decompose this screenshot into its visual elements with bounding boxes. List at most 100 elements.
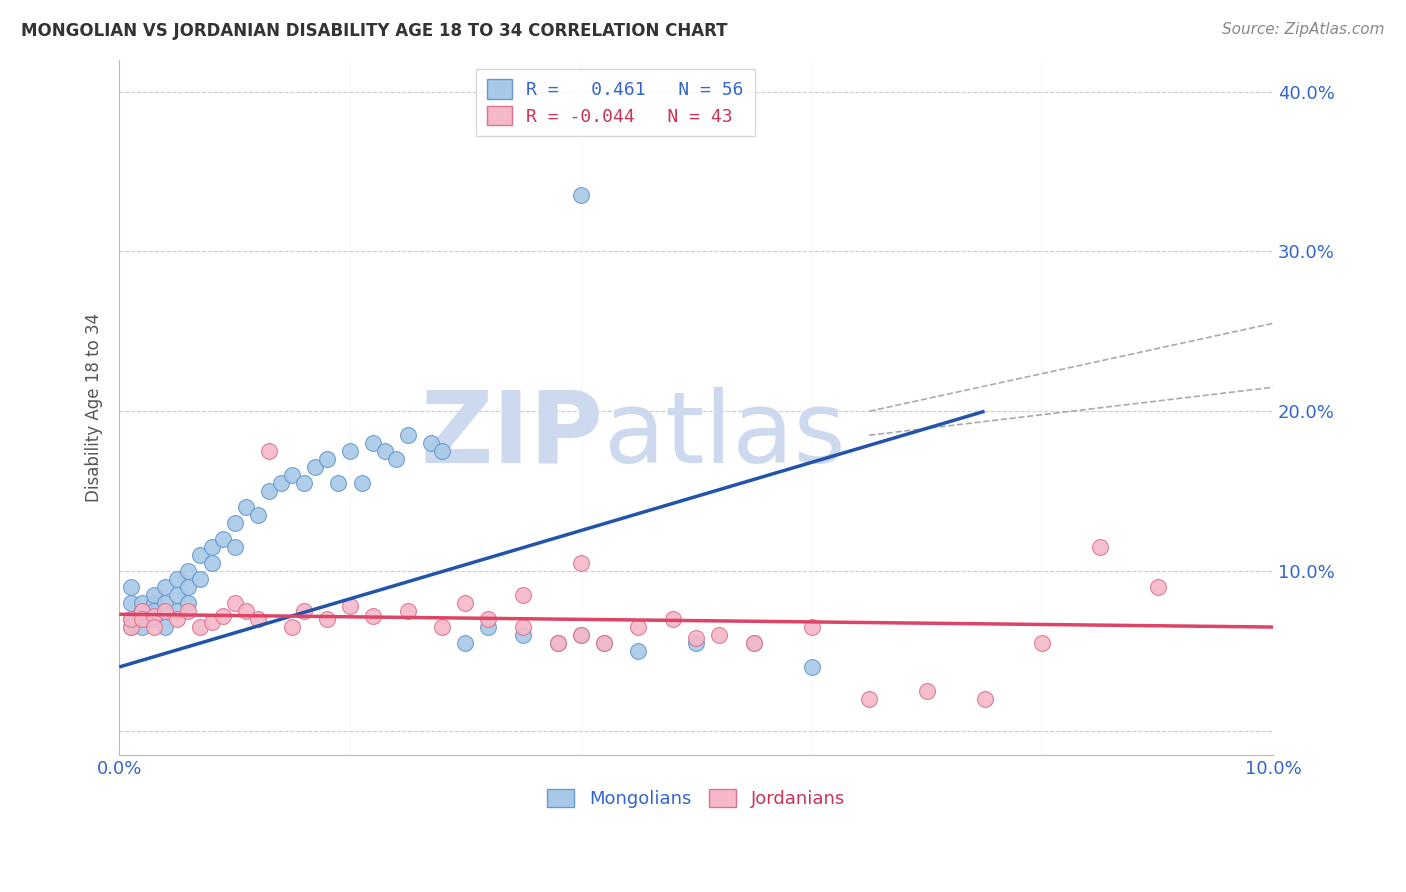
Point bbox=[188, 548, 211, 562]
Point bbox=[131, 620, 153, 634]
Point bbox=[188, 572, 211, 586]
Point bbox=[142, 588, 165, 602]
Point bbox=[131, 612, 153, 626]
Point bbox=[200, 556, 222, 570]
Legend: Mongolians, Jordanians: Mongolians, Jordanians bbox=[540, 781, 852, 815]
Point bbox=[292, 476, 315, 491]
Point bbox=[120, 612, 142, 626]
Point bbox=[385, 452, 408, 467]
Point bbox=[177, 596, 200, 610]
Point bbox=[374, 444, 396, 458]
Point bbox=[246, 612, 269, 626]
Text: Source: ZipAtlas.com: Source: ZipAtlas.com bbox=[1222, 22, 1385, 37]
Point bbox=[477, 612, 499, 626]
Point bbox=[224, 540, 246, 554]
Point bbox=[200, 615, 222, 630]
Point bbox=[477, 620, 499, 634]
Point bbox=[685, 631, 707, 645]
Point bbox=[432, 620, 454, 634]
Point bbox=[212, 532, 235, 546]
Point bbox=[328, 476, 350, 491]
Point bbox=[512, 588, 534, 602]
Point bbox=[1088, 540, 1111, 554]
Point bbox=[131, 604, 153, 618]
Point bbox=[131, 612, 153, 626]
Point bbox=[177, 580, 200, 594]
Point bbox=[142, 604, 165, 618]
Point bbox=[339, 444, 361, 458]
Point bbox=[142, 608, 165, 623]
Point bbox=[120, 620, 142, 634]
Point bbox=[224, 596, 246, 610]
Point bbox=[547, 636, 569, 650]
Point bbox=[120, 596, 142, 610]
Point bbox=[166, 612, 188, 626]
Point bbox=[592, 636, 614, 650]
Point bbox=[142, 612, 165, 626]
Point bbox=[316, 452, 339, 467]
Point bbox=[292, 604, 315, 618]
Point bbox=[155, 620, 177, 634]
Point bbox=[742, 636, 765, 650]
Point bbox=[270, 476, 292, 491]
Point bbox=[246, 508, 269, 523]
Point bbox=[235, 500, 257, 515]
Point bbox=[1146, 580, 1168, 594]
Point bbox=[281, 620, 304, 634]
Point bbox=[742, 636, 765, 650]
Point bbox=[155, 604, 177, 618]
Point bbox=[800, 660, 823, 674]
Point bbox=[419, 436, 441, 450]
Point bbox=[131, 604, 153, 618]
Point bbox=[166, 604, 188, 618]
Point bbox=[224, 516, 246, 530]
Point bbox=[166, 572, 188, 586]
Point bbox=[973, 692, 995, 706]
Point bbox=[361, 608, 384, 623]
Text: ZIP: ZIP bbox=[420, 386, 603, 483]
Point bbox=[259, 484, 281, 499]
Point bbox=[569, 556, 592, 570]
Point bbox=[512, 620, 534, 634]
Point bbox=[316, 612, 339, 626]
Point bbox=[339, 599, 361, 614]
Point bbox=[188, 620, 211, 634]
Point bbox=[212, 608, 235, 623]
Point bbox=[915, 684, 938, 698]
Point bbox=[800, 620, 823, 634]
Point bbox=[361, 436, 384, 450]
Point bbox=[396, 604, 419, 618]
Point bbox=[662, 612, 685, 626]
Point bbox=[454, 596, 477, 610]
Point bbox=[432, 444, 454, 458]
Point bbox=[512, 628, 534, 642]
Point bbox=[166, 588, 188, 602]
Point bbox=[627, 644, 650, 658]
Text: MONGOLIAN VS JORDANIAN DISABILITY AGE 18 TO 34 CORRELATION CHART: MONGOLIAN VS JORDANIAN DISABILITY AGE 18… bbox=[21, 22, 727, 40]
Point bbox=[177, 604, 200, 618]
Point bbox=[177, 564, 200, 578]
Point bbox=[304, 460, 326, 475]
Point bbox=[131, 596, 153, 610]
Point bbox=[569, 628, 592, 642]
Point bbox=[155, 580, 177, 594]
Point bbox=[281, 468, 304, 483]
Point bbox=[350, 476, 373, 491]
Point bbox=[259, 444, 281, 458]
Point bbox=[120, 612, 142, 626]
Point bbox=[592, 636, 614, 650]
Point bbox=[454, 636, 477, 650]
Point bbox=[120, 620, 142, 634]
Point bbox=[709, 628, 731, 642]
Point bbox=[569, 628, 592, 642]
Point bbox=[685, 636, 707, 650]
Point bbox=[142, 596, 165, 610]
Point bbox=[396, 428, 419, 442]
Point bbox=[155, 596, 177, 610]
Point bbox=[120, 580, 142, 594]
Point bbox=[547, 636, 569, 650]
Point bbox=[142, 620, 165, 634]
Point bbox=[235, 604, 257, 618]
Y-axis label: Disability Age 18 to 34: Disability Age 18 to 34 bbox=[86, 313, 103, 502]
Point bbox=[1031, 636, 1053, 650]
